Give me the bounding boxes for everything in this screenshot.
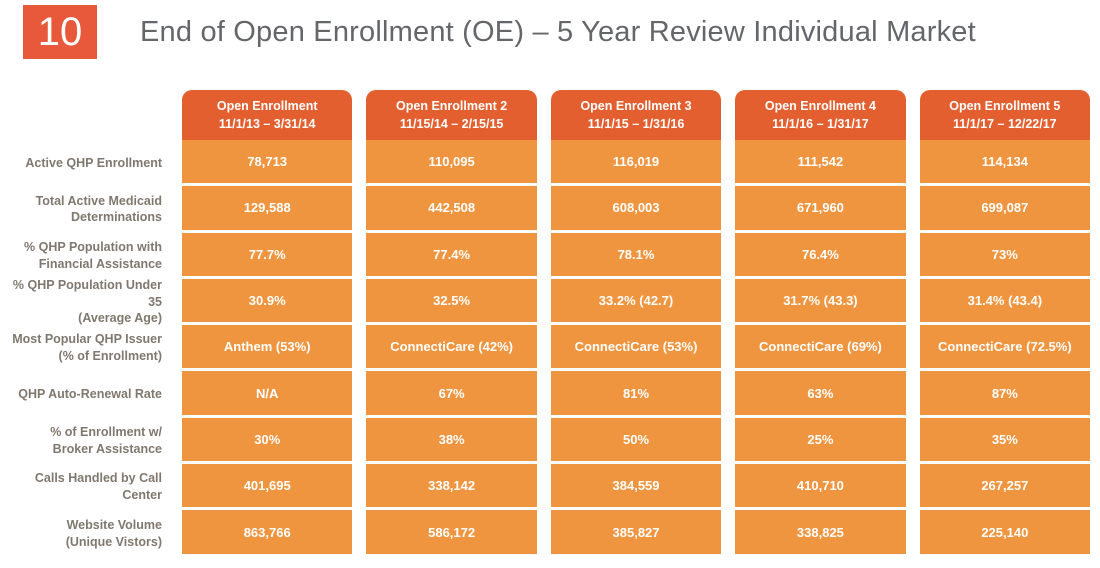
enrollment-table: Active QHP Enrollment Total Active Medic… bbox=[0, 90, 1100, 557]
table-cell: 50% bbox=[550, 417, 722, 462]
column-header-oe2: Open Enrollment 2 11/15/14 – 2/15/15 bbox=[366, 90, 537, 140]
table-cell: 77.4% bbox=[366, 232, 537, 276]
table-cell: 338,825 bbox=[735, 510, 906, 554]
table-cell: 863,766 bbox=[182, 510, 353, 554]
column-open-enrollment-3: Open Enrollment 3 11/1/15 – 1/31/16 116,… bbox=[550, 90, 722, 557]
column-header-dates: 11/1/15 – 1/31/16 bbox=[587, 117, 685, 131]
table-cell: 30% bbox=[182, 417, 353, 462]
row-label-medicaid-determinations: Total Active Medicaid Determinations bbox=[35, 193, 162, 225]
table-cell: 87% bbox=[919, 371, 1091, 415]
row-label-active-qhp-enrollment: Active QHP Enrollment bbox=[25, 155, 162, 170]
column-header-dates: 11/1/17 – 12/22/17 bbox=[953, 117, 1057, 131]
table-cell: 385,827 bbox=[550, 510, 722, 554]
slide-number-badge: 10 bbox=[23, 5, 97, 59]
table-cell: 30.9% bbox=[182, 278, 353, 323]
table-cell: 32.5% bbox=[366, 278, 537, 323]
table-cell: 73% bbox=[919, 232, 1091, 276]
table-cell: 78.1% bbox=[550, 232, 722, 276]
table-cell: 31.4% (43.4) bbox=[919, 278, 1091, 323]
table-cell: N/A bbox=[182, 371, 353, 415]
column-header-oe5: Open Enrollment 5 11/1/17 – 12/22/17 bbox=[919, 90, 1091, 140]
column-header-title: Open Enrollment bbox=[216, 98, 318, 113]
row-label-financial-assistance: % QHP Population with Financial Assistan… bbox=[24, 239, 162, 271]
table-cell: 129,588 bbox=[182, 186, 353, 230]
table-cell: ConnectiCare (53%) bbox=[550, 325, 722, 369]
column-open-enrollment-1: Open Enrollment 11/1/13 – 3/31/14 78,713… bbox=[182, 90, 353, 557]
column-header-oe4: Open Enrollment 4 11/1/16 – 1/31/17 bbox=[735, 90, 906, 140]
table-cell: 38% bbox=[366, 417, 537, 462]
column-open-enrollment-4: Open Enrollment 4 11/1/16 – 1/31/17 111,… bbox=[735, 90, 906, 557]
row-label-popular-issuer: Most Popular QHP Issuer (% of Enrollment… bbox=[12, 332, 162, 364]
table-cell: 33.2% (42.7) bbox=[550, 278, 722, 323]
table-cell: 63% bbox=[735, 371, 906, 415]
table-cell: ConnectiCare (72.5%) bbox=[919, 325, 1091, 369]
table-cell: Anthem (53%) bbox=[182, 325, 353, 369]
table-cell: 699,087 bbox=[919, 186, 1091, 230]
row-labels-column: Active QHP Enrollment Total Active Medic… bbox=[0, 90, 168, 557]
table-cell: 116,019 bbox=[550, 140, 722, 184]
table-cell: 401,695 bbox=[182, 464, 353, 508]
slide-header: 10 End of Open Enrollment (OE) – 5 Year … bbox=[23, 5, 976, 59]
table-cell: 442,508 bbox=[366, 186, 537, 230]
column-header-dates: 11/15/14 – 2/15/15 bbox=[399, 117, 504, 131]
table-cell: 586,172 bbox=[366, 510, 537, 554]
table-cell: 225,140 bbox=[919, 510, 1091, 554]
table-cell: 25% bbox=[735, 417, 906, 462]
row-label-call-center: Calls Handled by Call Center bbox=[34, 471, 162, 503]
table-cell: 111,542 bbox=[735, 140, 906, 184]
table-cell: 267,257 bbox=[919, 464, 1091, 508]
column-header-title: Open Enrollment 4 bbox=[764, 98, 876, 113]
table-cell: 31.7% (43.3) bbox=[735, 278, 906, 323]
row-label-broker-assistance: % of Enrollment w/ Broker Assistance bbox=[50, 425, 162, 456]
table-cell: 81% bbox=[550, 371, 722, 415]
table-cell: ConnectiCare (42%) bbox=[366, 325, 537, 369]
table-cell: 410,710 bbox=[735, 464, 906, 508]
row-label-under-35: % QHP Population Under 35 (Average Age) bbox=[12, 277, 162, 326]
table-cell: ConnectiCare (69%) bbox=[735, 325, 906, 369]
column-header-title: Open Enrollment 3 bbox=[580, 98, 692, 113]
row-label-website-volume: Website Volume (Unique Vistors) bbox=[65, 517, 162, 549]
table-cell: 608,003 bbox=[550, 186, 722, 230]
column-header-dates: 11/1/13 – 3/31/14 bbox=[218, 117, 316, 131]
column-header-dates: 11/1/16 – 1/31/17 bbox=[772, 117, 869, 131]
row-label-auto-renewal: QHP Auto-Renewal Rate bbox=[18, 387, 162, 402]
column-header-oe3: Open Enrollment 3 11/1/15 – 1/31/16 bbox=[550, 90, 722, 140]
page-title: End of Open Enrollment (OE) – 5 Year Rev… bbox=[140, 15, 976, 48]
table-cell: 67% bbox=[366, 371, 537, 415]
table-cell: 76.4% bbox=[735, 232, 906, 276]
column-header-title: Open Enrollment 2 bbox=[396, 98, 508, 113]
column-open-enrollment-2: Open Enrollment 2 11/15/14 – 2/15/15 110… bbox=[366, 90, 537, 557]
table-cell: 114,134 bbox=[919, 140, 1091, 184]
column-header-title: Open Enrollment 5 bbox=[949, 98, 1061, 113]
table-cell: 671,960 bbox=[735, 186, 906, 230]
table-cell: 338,142 bbox=[366, 464, 537, 508]
table-cell: 78,713 bbox=[182, 140, 353, 184]
table-cell: 110,095 bbox=[366, 140, 537, 184]
column-open-enrollment-5: Open Enrollment 5 11/1/17 – 12/22/17 114… bbox=[919, 90, 1091, 557]
table-cell: 35% bbox=[919, 417, 1091, 462]
table-cell: 77.7% bbox=[182, 232, 353, 276]
column-header-oe1: Open Enrollment 11/1/13 – 3/31/14 bbox=[182, 90, 353, 140]
table-cell: 384,559 bbox=[550, 464, 722, 508]
